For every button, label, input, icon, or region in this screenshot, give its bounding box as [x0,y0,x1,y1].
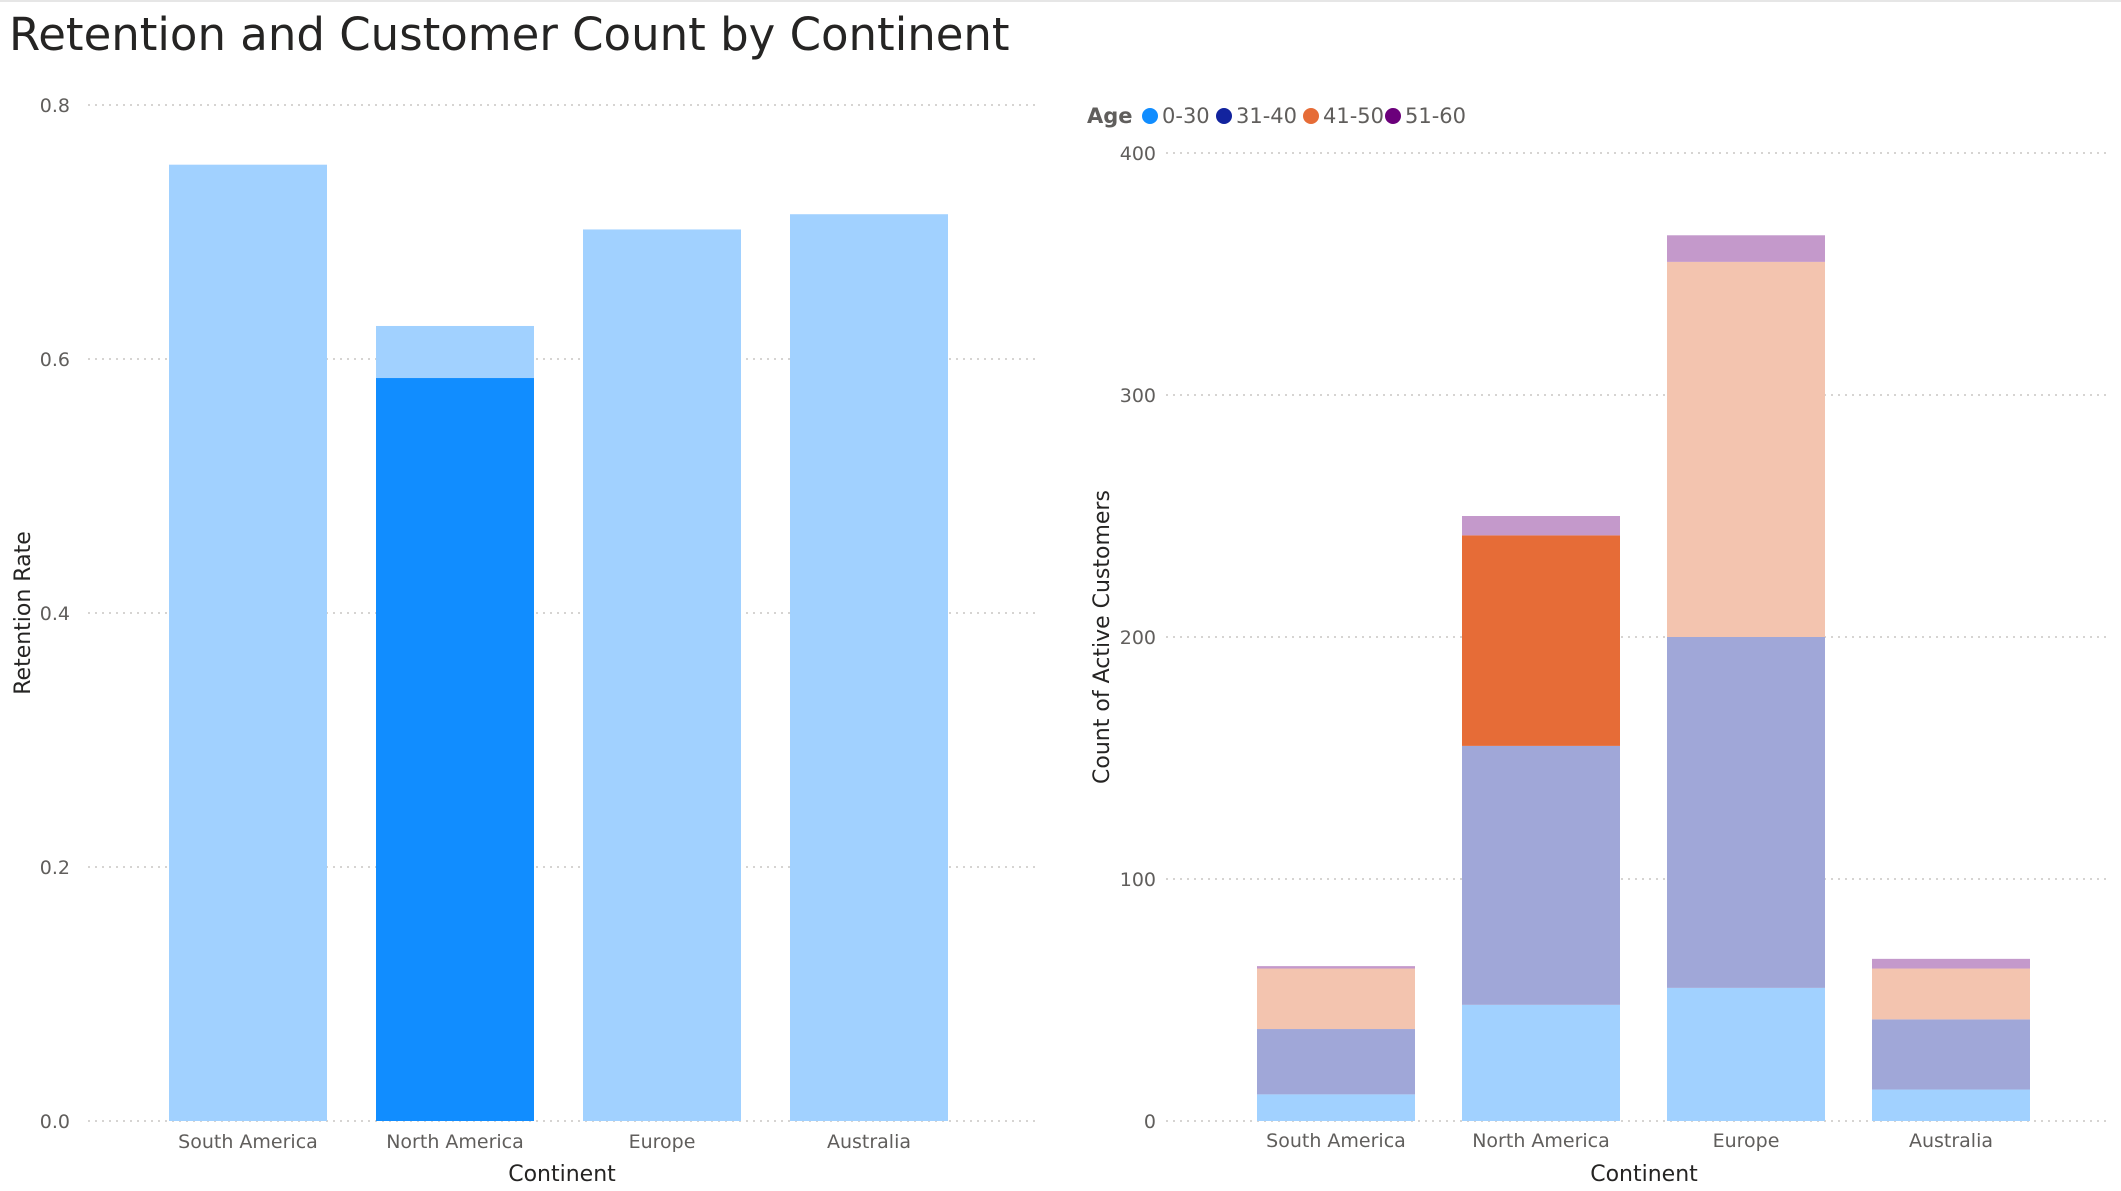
bar-segment-south-america-0-30[interactable] [1257,1094,1415,1121]
y-tick-label: 200 [1120,627,1156,649]
y-tick-label: 0.4 [40,603,70,625]
legend-marker [1385,108,1401,124]
legend-marker [1142,108,1158,124]
bar-segment-europe-31-40[interactable] [1667,637,1825,988]
y-tick-label: 400 [1120,143,1156,165]
x-tick-label: Australia [1909,1130,1993,1152]
y-tick-label: 0.6 [40,349,70,371]
bar-europe[interactable] [583,229,741,1121]
y-tick-label: 0.8 [40,95,70,117]
y-tick-label: 0.0 [40,1111,70,1133]
legend-marker [1303,108,1319,124]
legend-label-31-40: 31-40 [1236,104,1297,128]
bar-segment-europe-0-30[interactable] [1667,987,1825,1121]
legend-label-41-50: 41-50 [1323,104,1384,128]
bar-segment-australia-31-40[interactable] [1872,1019,2030,1090]
y-tick-label: 0 [1144,1111,1156,1133]
x-tick-label: North America [1472,1130,1610,1152]
legend-label-51-60: 51-60 [1405,104,1466,128]
bar-segment-australia-0-30[interactable] [1872,1089,2030,1121]
bar-segment-australia-51-60[interactable] [1872,958,2030,969]
y-tick-label: 100 [1120,869,1156,891]
x-tick-label: South America [1266,1130,1406,1152]
x-axis-title: Continent [508,1162,616,1187]
bar-segment-south-america-31-40[interactable] [1257,1029,1415,1095]
x-tick-label: Europe [629,1131,696,1153]
bar-australia[interactable] [790,214,948,1122]
bar-highlight-north-america[interactable] [376,378,534,1121]
legend-label-0-30: 0-30 [1162,104,1210,128]
x-tick-label: Europe [1713,1130,1780,1152]
y-tick-label: 300 [1120,385,1156,407]
retention-rate-chart[interactable]: 0.0 0.2 0.4 0.6 0.8 South America North Americ… [0,0,1060,1191]
legend-marker [1216,108,1232,124]
y-axis-title: Retention Rate [11,531,36,695]
x-axis-title: Continent [1590,1162,1698,1187]
x-tick-label: South America [178,1131,318,1153]
legend-title: Age [1087,104,1133,128]
bar-segment-south-america-41-50[interactable] [1257,968,1415,1030]
y-tick-label: 0.2 [40,857,70,879]
bar-segment-australia-41-50[interactable] [1872,968,2030,1020]
bar-segment-north-america-51-60[interactable] [1462,516,1620,536]
top-border [0,0,2121,2]
page-title: Retention and Customer Count by Continen… [9,8,1010,61]
bar-south-america[interactable] [169,164,327,1121]
bar-segment-europe-51-60[interactable] [1667,235,1825,262]
bar-segment-north-america-31-40[interactable] [1462,745,1620,1005]
bar-segment-north-america-0-30[interactable] [1462,1004,1620,1121]
x-tick-label: North America [386,1131,524,1153]
bar-segment-north-america-41-50[interactable] [1462,535,1620,746]
bar-segment-europe-41-50[interactable] [1667,261,1825,637]
y-axis-title: Count of Active Customers [1090,490,1115,784]
bar-segment-south-america-51-60[interactable] [1257,966,1415,969]
x-tick-label: Australia [827,1131,911,1153]
